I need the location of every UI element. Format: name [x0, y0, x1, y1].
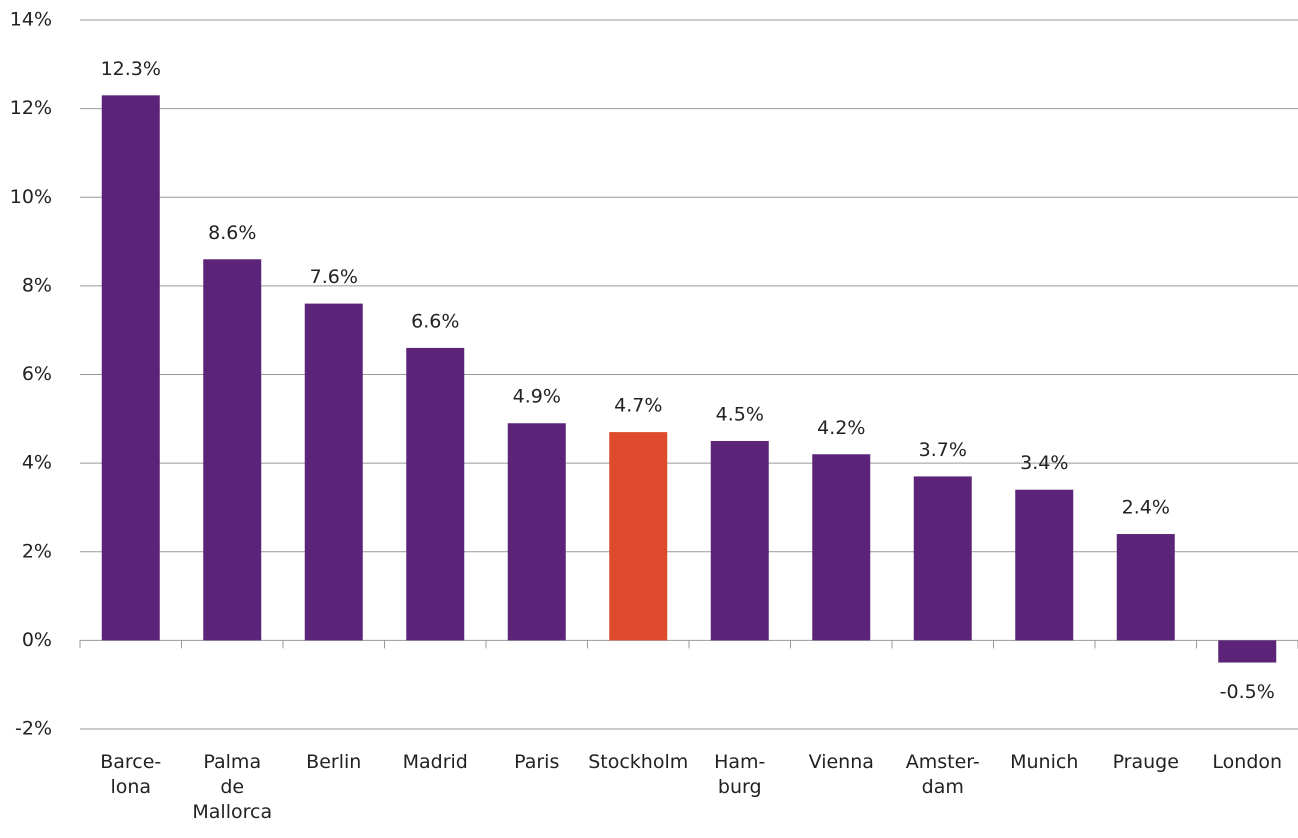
value-label: 4.7%	[614, 395, 662, 417]
x-tick-label: Barce- lona	[100, 751, 162, 798]
x-tick-label: Vienna	[808, 751, 874, 773]
bar	[710, 440, 769, 641]
bar	[101, 95, 160, 641]
bar	[406, 347, 465, 641]
value-label: 12.3%	[101, 58, 161, 80]
value-label: 4.9%	[513, 386, 561, 408]
bar	[507, 423, 566, 641]
y-tick-label: 2%	[22, 540, 52, 562]
y-tick-label: 14%	[10, 9, 52, 31]
value-label: 3.4%	[1020, 452, 1068, 474]
bar	[304, 303, 363, 641]
y-tick-label: 8%	[22, 274, 52, 296]
x-tick-label: Munich	[1010, 751, 1079, 773]
x-tick-label: Ham- burg	[714, 751, 766, 798]
x-tick-label: Amster- dam	[905, 751, 980, 798]
x-tick-label: Berlin	[306, 751, 362, 773]
bar	[1116, 534, 1175, 641]
x-tick-label: Prauge	[1112, 751, 1179, 773]
value-label: 2.4%	[1122, 497, 1170, 519]
bar	[1218, 640, 1277, 663]
y-tick-label: 12%	[10, 97, 52, 119]
value-label: 8.6%	[208, 222, 256, 244]
bar	[203, 259, 262, 641]
x-tick-label: Madrid	[402, 751, 468, 773]
y-tick-label: 4%	[22, 452, 52, 474]
value-label: 3.7%	[919, 439, 967, 461]
x-tick-label: London	[1212, 751, 1283, 773]
value-label: -0.5%	[1220, 681, 1275, 703]
value-label: 4.2%	[817, 417, 865, 439]
y-tick-label: 0%	[22, 629, 52, 651]
bar	[609, 432, 668, 641]
value-label: 4.5%	[716, 403, 764, 425]
bar	[913, 476, 972, 641]
x-tick-label: Paris	[514, 751, 560, 773]
value-label: 7.6%	[310, 266, 358, 288]
value-label: 6.6%	[411, 310, 459, 332]
y-tick-label: 6%	[22, 363, 52, 385]
y-tick-label: 10%	[10, 186, 52, 208]
bar	[812, 454, 871, 641]
bar	[1015, 489, 1074, 641]
x-tick-label: Stockholm	[588, 751, 689, 773]
y-tick-label: -2%	[15, 718, 52, 740]
x-tick-label: Palma de Mallorca	[192, 751, 273, 823]
